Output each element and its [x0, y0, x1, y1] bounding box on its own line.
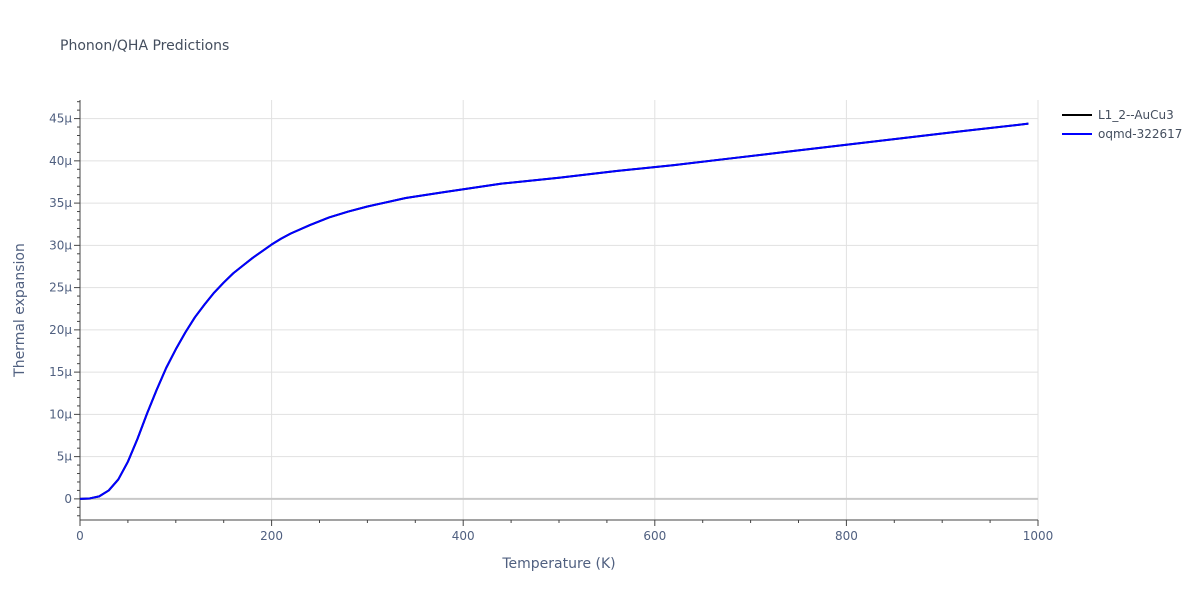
y-tick-label: 45μ [49, 112, 72, 126]
x-tick-label: 200 [260, 529, 283, 543]
series-line [79, 122, 1029, 500]
x-axis-ticks: 0 200 400 600 800 1000 [76, 529, 1053, 543]
grid-lines [80, 100, 1039, 520]
y-tick-label: 15μ [49, 365, 72, 379]
x-tick-label: 1000 [1023, 529, 1054, 543]
legend-label: L1_2--AuCu3 [1098, 108, 1174, 122]
series-line [79, 122, 1029, 500]
y-tick-label: 30μ [49, 238, 72, 252]
y-axis-ticks: 0 5μ 10μ 15μ 20μ 25μ 30μ 35μ 40μ 45μ [49, 112, 72, 506]
y-tick-label: 20μ [49, 323, 72, 337]
y-tick-label: 0 [64, 492, 72, 506]
series-lines [79, 122, 1029, 500]
axes [79, 100, 1038, 521]
x-tick-label: 0 [76, 529, 84, 543]
y-tick-label: 10μ [49, 407, 72, 421]
y-tick-label: 40μ [49, 154, 72, 168]
minor-ticks [74, 101, 1039, 526]
legend-label: oqmd-322617 [1098, 127, 1182, 141]
x-tick-label: 800 [835, 529, 858, 543]
legend-item[interactable]: L1_2--AuCu3 [1062, 108, 1174, 122]
y-tick-label: 35μ [49, 196, 72, 210]
legend-item[interactable]: oqmd-322617 [1062, 127, 1182, 141]
x-axis-title: Temperature (K) [501, 556, 615, 572]
y-tick-label: 5μ [57, 450, 73, 464]
chart-title: Phonon/QHA Predictions [60, 38, 229, 54]
legend[interactable]: L1_2--AuCu3 oqmd-322617 [1062, 108, 1182, 141]
y-axis-title: Thermal expansion [12, 243, 28, 378]
x-tick-label: 400 [452, 529, 475, 543]
y-tick-label: 25μ [49, 281, 72, 295]
x-tick-label: 600 [643, 529, 666, 543]
